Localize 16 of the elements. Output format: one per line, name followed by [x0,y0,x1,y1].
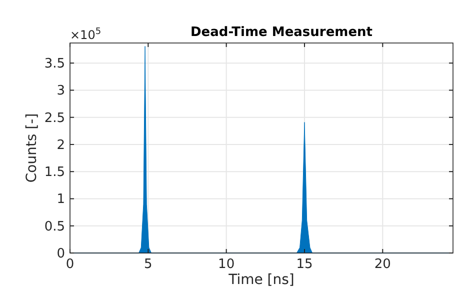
x-axis-title: Time [ns] [228,272,294,288]
y-tick-label: 1.5 [44,165,65,180]
x-tick-label: 10 [218,257,235,272]
y-tick-label: 0 [56,246,65,262]
text: ×10$^{5}$ [70,27,102,42]
chart-title: Dead-Time Measurement [190,25,372,40]
x-tick-label: 15 [296,257,313,272]
y-axis-title: Counts [-] [24,113,40,183]
y-tick-label: 0.5 [44,219,65,234]
y-tick-label: 2.5 [44,110,65,126]
y-tick-label: 2 [56,138,65,153]
y-tick-label: 3.5 [44,56,65,72]
y-tick-label: 3 [56,84,65,99]
x-tick-label: 20 [374,257,391,272]
x-tick-label: 5 [144,257,152,272]
y-tick-label: 1 [56,192,65,208]
